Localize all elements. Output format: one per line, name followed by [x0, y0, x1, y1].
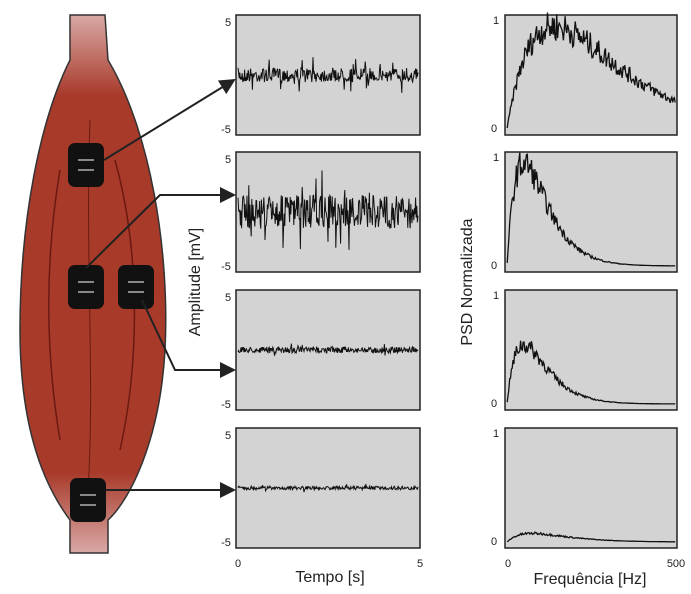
emg-signal [237, 170, 419, 250]
time-panel [235, 427, 421, 549]
y-tick-label: 5 [225, 430, 231, 442]
y-tick-label: 0 [491, 123, 497, 135]
y-tick-label: -5 [221, 261, 231, 273]
emg-signal [237, 57, 419, 93]
y-tick-label: 1 [493, 15, 499, 27]
psd-panel [504, 151, 678, 273]
psd-panel [504, 14, 678, 136]
x-axis-label: Frequência [Hz] [534, 571, 647, 588]
y-tick-label: 0 [491, 398, 497, 410]
electrode [118, 265, 154, 309]
psd-curve [506, 531, 676, 543]
psd-curve [506, 340, 676, 405]
y-tick-label: 1 [493, 428, 499, 440]
electrode [68, 265, 104, 309]
y-tick-label: 5 [225, 292, 231, 304]
y-axis-label: PSD Normalizada [459, 218, 476, 345]
psd-panel [504, 289, 678, 411]
emg-signal [237, 343, 419, 356]
y-axis-label: Amplitude [mV] [187, 228, 204, 336]
y-tick-label: -5 [221, 537, 231, 549]
electrodes [68, 143, 154, 522]
y-tick-label: 1 [493, 290, 499, 302]
y-tick-label: -5 [221, 399, 231, 411]
electrode [70, 478, 106, 522]
y-tick-label: 1 [493, 152, 499, 164]
y-tick-label: -5 [221, 124, 231, 136]
x-tick-label: 5 [417, 558, 423, 570]
arrows [85, 78, 236, 498]
psd-panel [504, 427, 678, 549]
psd-curve [506, 152, 676, 267]
psd-curve [506, 12, 676, 129]
x-tick-label: 500 [667, 558, 685, 570]
x-tick-label: 0 [505, 558, 511, 570]
electrode [68, 143, 104, 187]
x-tick-label: 0 [235, 558, 241, 570]
y-tick-label: 5 [225, 154, 231, 166]
x-axis-label: Tempo [s] [295, 569, 364, 586]
emg-signal [237, 484, 419, 493]
y-tick-label: 0 [491, 260, 497, 272]
y-tick-label: 0 [491, 536, 497, 548]
y-tick-label: 5 [225, 17, 231, 29]
